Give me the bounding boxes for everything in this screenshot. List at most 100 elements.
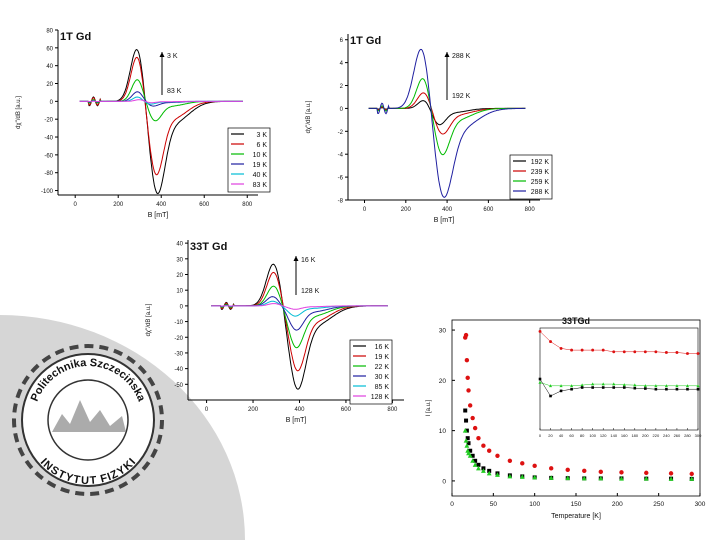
inset-point-line-no-4 [633, 350, 637, 354]
legend-label-40-k: 40 K [253, 172, 268, 179]
data-point-line-no-5 [472, 462, 478, 467]
y-tick-label: 80 [46, 29, 53, 35]
data-point-line-no-5 [532, 474, 538, 480]
legend-label-192-k: 192 K [531, 159, 550, 166]
x-axis-label: B [mT] [434, 217, 455, 224]
legend-label-239-k: 239 K [531, 169, 550, 176]
inset-point-line-no-4 [686, 352, 689, 355]
legend-label-3-k: 3 K [256, 132, 267, 139]
annotation-label-bottom: 83 K [167, 88, 182, 95]
legend-label-259-k: 259 K [531, 179, 550, 186]
series-line-10-k [79, 79, 243, 122]
y-tick-label: -50 [174, 383, 183, 389]
inset-point-line-no-5 [654, 384, 658, 388]
data-point-line-no-4 [495, 453, 500, 458]
data-point-line-no-5 [619, 476, 624, 481]
y-tick-label: -2 [338, 130, 344, 136]
data-point-line-no-4 [465, 375, 470, 381]
logo-gear-outer [12, 344, 164, 496]
x-tick-label: 50 [490, 501, 498, 508]
inset-point-line-no-3 [696, 387, 700, 391]
legend-box [227, 127, 271, 193]
data-point-line-no-5 [462, 428, 468, 433]
series-line-83-k [79, 99, 243, 104]
data-point-line-no-4 [619, 470, 624, 475]
series-line-3-k [79, 49, 243, 195]
inset-point-line-no-3 [665, 387, 668, 391]
chart-panel-1t-gd-high: -8 -6 -4 -2 0 2 4 6 0 200 400 600 800 B [mT] dχ''/dB [… [306, 34, 553, 224]
x-tick-label: 800 [242, 202, 253, 208]
inset-x-tick-label: 0 [539, 433, 542, 438]
y-tick-label: 10 [439, 428, 447, 435]
annotation-label-top: 288 K [452, 53, 471, 60]
y-tick-label: 40 [176, 242, 183, 248]
inset-point-line-no-5 [685, 384, 690, 388]
inset-point-line-no-5 [622, 383, 626, 387]
inset-point-line-no-4 [559, 346, 563, 350]
annotation-label-bottom: 192 K [452, 93, 471, 100]
data-point-line-no-5 [643, 476, 649, 481]
data-point-line-no-5 [689, 476, 695, 481]
y-tick-label: -30 [174, 351, 183, 357]
annotation-label-top: 16 K [301, 257, 316, 264]
inset-x-tick-label: 60 [569, 433, 574, 438]
data-point-line-no-4 [472, 425, 478, 431]
data-point-line-no-4 [467, 403, 473, 408]
annotation-arrowhead [444, 52, 450, 57]
x-tick-label: 0 [363, 207, 367, 213]
legend-box [349, 339, 393, 405]
series-line-288-k [368, 48, 526, 198]
x-tick-label: 600 [199, 202, 210, 208]
data-point-line-no-3 [464, 418, 469, 423]
inset-x-tick-label: 260 [674, 433, 681, 438]
x-tick-label: 300 [695, 501, 706, 508]
inset-point-line-no-3 [538, 377, 542, 381]
inset-point-line-no-3 [654, 387, 658, 391]
series-line-40-k [79, 96, 243, 105]
y-tick-label: -20 [44, 118, 53, 124]
inset-point-line-no-5 [633, 383, 637, 387]
legend-label-10-k: 10 K [253, 152, 268, 159]
inset-point-line-no-4 [664, 351, 668, 354]
series-line-192-k [368, 100, 526, 126]
data-point-line-no-4 [507, 458, 513, 463]
inset-point-line-no-4 [612, 350, 616, 354]
inset-point-line-no-5 [643, 384, 647, 388]
y-tick-label: -100 [41, 189, 54, 195]
data-point-line-no-4 [549, 466, 554, 471]
inset-x-tick-label: 160 [621, 433, 628, 438]
inset-point-line-no-4 [591, 348, 595, 352]
y-tick-label: 0 [442, 478, 446, 485]
inset-line-line-no-5 [539, 382, 698, 387]
inset-point-line-no-4 [538, 329, 542, 333]
y-tick-label: 0 [180, 304, 184, 310]
data-point-line-no-5 [507, 473, 513, 479]
inset-point-line-no-4 [580, 348, 584, 352]
inset-point-line-no-3 [644, 387, 647, 390]
y-tick-label: 6 [340, 38, 344, 44]
data-point-line-no-5 [519, 474, 525, 479]
data-point-line-no-4 [470, 415, 475, 421]
data-point-line-no-3 [476, 462, 481, 467]
x-tick-label: 800 [387, 407, 398, 413]
annotation-arrowhead [159, 52, 165, 57]
inset-point-line-no-3 [601, 386, 605, 389]
data-point-line-no-4 [464, 358, 470, 363]
y-tick-label: 20 [176, 273, 183, 279]
data-point-line-no-5 [598, 475, 604, 481]
legend-label-16-k: 16 K [375, 344, 390, 351]
y-tick-label: 60 [46, 46, 53, 52]
y-tick-label: -60 [44, 153, 53, 159]
series-line-128-k [211, 303, 388, 310]
annotation-arrowhead [293, 256, 299, 261]
legend-label-22-k: 22 K [375, 364, 390, 371]
data-point-line-no-5 [470, 458, 476, 463]
data-point-line-no-5 [463, 438, 469, 443]
y-tick-label: 20 [46, 82, 53, 88]
y-tick-label: -40 [44, 136, 53, 142]
inset-line-line-no-4 [539, 331, 698, 354]
inset-point-line-no-4 [654, 350, 658, 354]
inset-x-tick-label: 300 [695, 433, 702, 438]
